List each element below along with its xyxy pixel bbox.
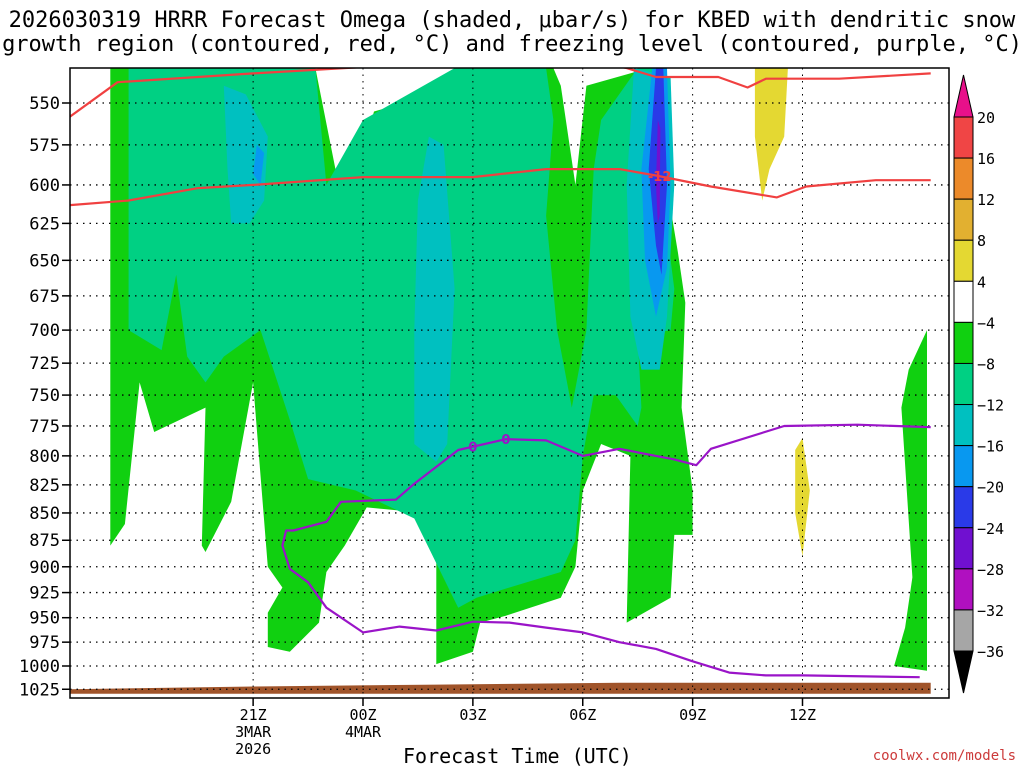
ytick-label-700: 700 [29, 321, 60, 341]
colorbar-band-12 [953, 609, 974, 652]
freezing-level-line-0 [281, 423, 931, 679]
colorbar-label-12: −32 [977, 602, 1004, 620]
grid [70, 68, 949, 698]
colorbar-bottom-arrow [953, 650, 974, 694]
colorbar-band-10 [953, 527, 974, 570]
x-axis-label: Forecast Time (UTC) [403, 744, 632, 768]
ytick-label-550: 550 [29, 94, 60, 114]
xtick-label-3-1: 4MAR [345, 723, 382, 741]
xtick-label-0-0: 21Z [240, 706, 267, 724]
colorbar-band-11 [953, 568, 974, 611]
colorbar-top-arrow [953, 74, 974, 118]
colorbar-label-9: −20 [977, 479, 1004, 497]
ytick-label-1000: 1000 [19, 657, 60, 677]
omega-region-2 [128, 68, 675, 608]
omega-region-6 [253, 144, 265, 185]
colorbar-band-7 [953, 404, 974, 447]
colorbar-band-2 [953, 198, 974, 241]
freezing-level-line-0-label: 0 [501, 433, 510, 448]
plot-frame [69, 67, 950, 699]
colorbar-label-3: 8 [977, 232, 986, 250]
ytick-label-725: 725 [29, 354, 60, 374]
ytick-label-675: 675 [29, 287, 60, 307]
ytick-label-1025: 1025 [19, 680, 60, 700]
ytick-label-825: 825 [29, 476, 60, 496]
terrain-layer [70, 682, 931, 694]
ytick-label-775: 775 [29, 417, 60, 437]
credit-text[interactable]: coolwx.com/models [872, 748, 1016, 764]
chart-title-line1: 2026030319 HRRR Forecast Omega (shaded, … [8, 8, 1016, 33]
ytick-label-875: 875 [29, 531, 60, 551]
colorbar-band-4 [953, 280, 974, 323]
colorbar-label-4: 4 [977, 273, 986, 291]
xtick-label-9-0: 06Z [569, 706, 596, 724]
y-axis: 550 575 600 625 650 675 700 725 750 775 800 825 850 8… [19, 94, 70, 700]
contour-lines: -12 0 0 [70, 68, 931, 679]
dgz-line-1-label: -12 [648, 170, 672, 185]
colorbar-band-8 [953, 445, 974, 488]
ytick-label-925: 925 [29, 584, 60, 604]
colorbar-label-1: 16 [977, 150, 995, 168]
chart-title-line2: growth region (contoured, red, °C) and f… [2, 32, 1022, 57]
freezing-level-line-0b-label: 0 [468, 441, 477, 456]
colorbar-label-5: −4 [977, 314, 995, 332]
ytick-label-950: 950 [29, 609, 60, 629]
ytick-label-650: 650 [29, 251, 60, 271]
dgz-line-0 [70, 68, 931, 118]
omega-region-9 [656, 120, 661, 224]
omega-region-10 [754, 68, 788, 201]
xtick-label-6-0: 03Z [459, 706, 486, 724]
xtick-label-0-2: 2026 [235, 740, 271, 758]
ytick-label-850: 850 [29, 504, 60, 524]
colorbar-band-1 [953, 157, 974, 200]
colorbar-band-3 [953, 239, 974, 282]
ytick-label-600: 600 [29, 176, 60, 196]
ytick-label-975: 975 [29, 633, 60, 653]
colorbar-band-5 [953, 321, 974, 364]
colorbar: 20 16 12 8 4 −4 −8 −12 −16 −20 −24 −28 −32 −36 [953, 74, 1004, 694]
ytick-label-575: 575 [29, 136, 60, 156]
xtick-label-3-0: 00Z [349, 706, 376, 724]
ground-terrain [70, 682, 931, 694]
colorbar-label-6: −8 [977, 355, 995, 373]
ytick-label-750: 750 [29, 386, 60, 406]
dgz-line-1 [70, 168, 931, 207]
xtick-label-12-0: 09Z [679, 706, 706, 724]
xtick-label-15-0: 12Z [789, 706, 816, 724]
ytick-label-625: 625 [29, 214, 60, 234]
omega-region-1 [894, 330, 927, 671]
xtick-label-0-1: 3MAR [235, 723, 272, 741]
omega-region-4 [414, 136, 455, 462]
omega-shading [110, 68, 927, 671]
colorbar-band-6 [953, 362, 974, 406]
colorbar-label-8: −16 [977, 438, 1004, 456]
colorbar-label-11: −28 [977, 561, 1004, 579]
ytick-label-900: 900 [29, 558, 60, 578]
ytick-label-800: 800 [29, 447, 60, 467]
colorbar-band-9 [953, 486, 974, 529]
colorbar-label-2: 12 [977, 191, 995, 209]
colorbar-label-10: −24 [977, 520, 1004, 538]
colorbar-label-0: 20 [977, 109, 995, 127]
colorbar-label-13: −36 [977, 643, 1004, 661]
colorbar-label-7: −12 [977, 397, 1004, 415]
omega-region-3 [223, 85, 268, 224]
colorbar-band-0 [953, 116, 974, 159]
